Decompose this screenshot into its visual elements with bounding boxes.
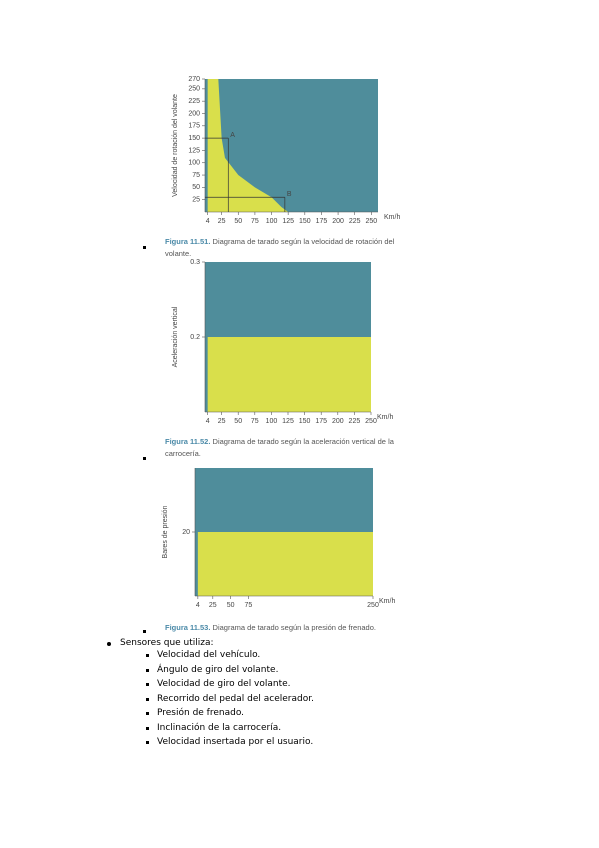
x-tick-label: 175: [315, 418, 327, 425]
x-tick-label: 225: [349, 418, 361, 425]
x-axis-label: Km/h: [379, 598, 395, 605]
x-tick-label: 225: [349, 218, 361, 225]
y-tick-label: 75: [192, 172, 200, 179]
y-axis-label: Velocidad de rotación del volante: [172, 94, 179, 197]
annotation: B: [287, 191, 292, 198]
bullet: [143, 246, 146, 249]
caption-label: Figura 11.52.: [165, 437, 211, 446]
list-item: Velocidad insertada por el usuario.: [107, 737, 314, 752]
list-items: Velocidad del vehículo. Ángulo de giro de…: [107, 650, 314, 752]
x-tick-label: 75: [245, 602, 253, 609]
x-tick-label: 250: [367, 602, 379, 609]
y-axis-label: Bares de presión: [162, 505, 169, 558]
y-tick-label: 0.3: [190, 259, 200, 266]
sensor-list: Sensores que utiliza: Velocidad del vehí…: [107, 638, 314, 752]
x-tick-label: 4: [196, 602, 200, 609]
area: [197, 532, 373, 596]
x-tick-label: 150: [299, 418, 311, 425]
x-tick-label: 75: [251, 418, 259, 425]
x-tick-label: 25: [218, 418, 226, 425]
x-tick-label: 200: [332, 218, 344, 225]
y-axis-label: Aceleración vertical: [172, 306, 179, 367]
y-tick-label: 20: [182, 529, 190, 536]
x-axis-label: Km/h: [377, 414, 393, 421]
x-tick-label: 250: [365, 418, 377, 425]
x-tick-label: 125: [282, 218, 294, 225]
y-tick-label: 150: [188, 135, 200, 142]
y-tick-label: 25: [192, 197, 200, 204]
x-axis-label: Km/h: [384, 214, 400, 221]
y-tick-label: 100: [188, 160, 200, 167]
caption-text: Diagrama de tarado según la velocidad de…: [165, 237, 395, 258]
bullet: [143, 630, 146, 633]
list-item: Velocidad del vehículo.: [107, 650, 314, 665]
list-item: Presión de frenado.: [107, 708, 314, 723]
y-tick-label: 225: [188, 98, 200, 105]
annotation: A: [230, 132, 235, 139]
y-tick-label: 270: [188, 76, 200, 83]
y-tick-label: 125: [188, 147, 200, 154]
list-item: Inclinación de la carrocería.: [107, 723, 314, 738]
x-tick-label: 4: [206, 418, 210, 425]
y-tick-label: 175: [188, 123, 200, 130]
x-tick-label: 25: [218, 218, 226, 225]
x-tick-label: 200: [332, 418, 344, 425]
x-tick-label: 100: [266, 418, 278, 425]
x-tick-label: 175: [316, 218, 328, 225]
y-tick-label: 250: [188, 86, 200, 93]
bullet: [143, 457, 146, 460]
x-tick-label: 250: [366, 218, 378, 225]
x-tick-label: 125: [282, 418, 294, 425]
x-tick-label: 50: [234, 418, 242, 425]
y-tick-label: 50: [192, 184, 200, 191]
list-item: Ángulo de giro del volante.: [107, 665, 314, 680]
caption: Figura 11.51. Diagrama de tarado según l…: [165, 236, 415, 260]
x-tick-label: 50: [234, 218, 242, 225]
caption-text: Diagrama de tarado según la aceleración …: [165, 437, 394, 458]
x-tick-label: 50: [227, 602, 235, 609]
x-tick-label: 150: [299, 218, 311, 225]
x-tick-label: 4: [206, 218, 210, 225]
caption: Figura 11.53. Diagrama de tarado según l…: [165, 622, 415, 634]
caption-text: Diagrama de tarado según la presión de f…: [212, 623, 376, 632]
list-item: Velocidad de giro del volante.: [107, 679, 314, 694]
y-tick-label: 0.2: [190, 334, 200, 341]
caption: Figura 11.52. Diagrama de tarado según l…: [165, 436, 415, 460]
x-tick-label: 75: [251, 218, 259, 225]
area: [207, 337, 371, 412]
area: [207, 79, 289, 212]
y-tick-label: 200: [188, 110, 200, 117]
list-item: Recorrido del pedal del acelerador.: [107, 694, 314, 709]
list-title: Sensores que utiliza:: [107, 638, 314, 648]
x-tick-label: 100: [266, 218, 278, 225]
x-tick-label: 25: [209, 602, 217, 609]
caption-label: Figura 11.51.: [165, 237, 211, 246]
caption-label: Figura 11.53.: [165, 623, 211, 632]
